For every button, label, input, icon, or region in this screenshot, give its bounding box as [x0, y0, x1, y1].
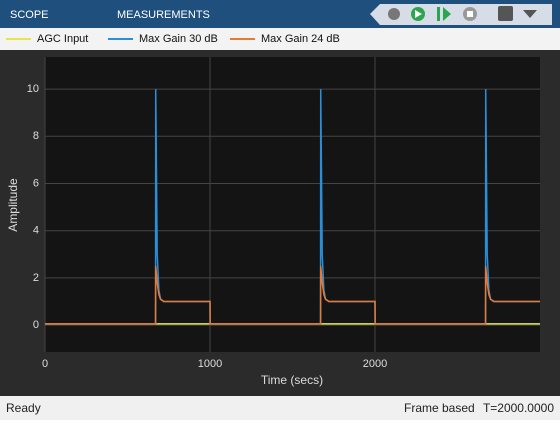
- y-tick-label: 2: [33, 272, 39, 284]
- y-tick-label: 8: [33, 130, 39, 142]
- x-tick-label: 0: [42, 358, 48, 370]
- sim-time: T=2000.0000: [483, 401, 554, 415]
- tab-scope[interactable]: SCOPE: [10, 9, 49, 21]
- x-tick-label: 1000: [198, 358, 222, 370]
- collapse-button[interactable]: [523, 10, 537, 18]
- series-line: [45, 266, 540, 325]
- legend-bar: [0, 28, 560, 50]
- y-tick-label: 0: [33, 319, 39, 331]
- tab-measurements[interactable]: MEASUREMENTS: [117, 9, 210, 21]
- y-tick-label: 6: [33, 177, 39, 189]
- y-tick-label: 10: [27, 83, 39, 95]
- y-tick-label: 4: [33, 225, 39, 237]
- legend: AGC Input Max Gain 30 dB Max Gain 24 dB: [6, 33, 340, 45]
- legend-label: Max Gain 30 dB: [139, 33, 218, 45]
- plot: 0 2 4 6 8 10 0 1000 2000: [27, 57, 540, 370]
- status-bar: [0, 396, 560, 420]
- x-axis-label: Time (secs): [261, 373, 323, 387]
- series-line: [45, 89, 540, 325]
- x-tick-label: 2000: [363, 358, 387, 370]
- legend-label: AGC Input: [37, 33, 88, 45]
- y-axis-label: Amplitude: [6, 178, 20, 232]
- stop-glyph: [467, 11, 473, 17]
- settings-icon[interactable]: [388, 8, 400, 20]
- run-glyph: [415, 10, 422, 18]
- help-button[interactable]: [498, 6, 513, 21]
- status-text: Ready: [6, 401, 41, 415]
- frame-mode: Frame based: [404, 401, 475, 415]
- step-button[interactable]: [437, 7, 440, 21]
- legend-label: Max Gain 24 dB: [261, 33, 340, 45]
- axes-bg: [45, 57, 540, 352]
- step-glyph: [443, 7, 451, 21]
